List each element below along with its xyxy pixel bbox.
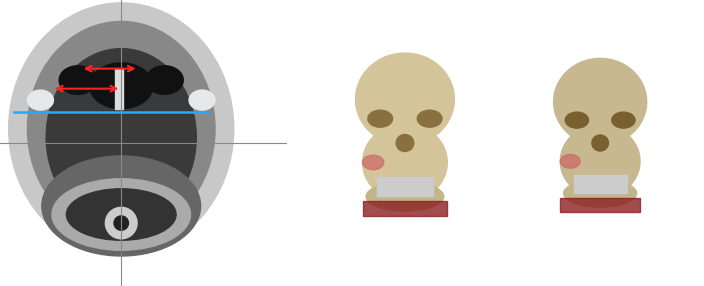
Ellipse shape: [27, 21, 215, 236]
Bar: [377, 177, 433, 196]
Bar: [115, 69, 122, 109]
Bar: [363, 201, 447, 216]
Circle shape: [114, 216, 128, 230]
Ellipse shape: [565, 112, 589, 128]
Ellipse shape: [560, 125, 640, 198]
Text: B: B: [677, 263, 689, 277]
Ellipse shape: [553, 58, 647, 145]
Ellipse shape: [396, 134, 414, 152]
Ellipse shape: [366, 182, 444, 211]
Ellipse shape: [8, 3, 234, 255]
Ellipse shape: [564, 180, 636, 207]
Bar: [574, 175, 627, 193]
Ellipse shape: [66, 189, 176, 240]
Ellipse shape: [59, 66, 96, 94]
Bar: [560, 198, 640, 212]
Ellipse shape: [368, 110, 393, 127]
Ellipse shape: [417, 110, 442, 127]
Ellipse shape: [356, 53, 454, 145]
Ellipse shape: [52, 179, 191, 250]
Circle shape: [106, 207, 137, 239]
Ellipse shape: [363, 155, 384, 170]
Ellipse shape: [189, 90, 215, 110]
Ellipse shape: [42, 156, 201, 256]
Ellipse shape: [363, 124, 447, 201]
Text: A: A: [101, 263, 113, 277]
Ellipse shape: [560, 154, 580, 168]
Ellipse shape: [592, 135, 608, 151]
Ellipse shape: [27, 90, 54, 110]
Ellipse shape: [612, 112, 635, 128]
Ellipse shape: [46, 49, 196, 226]
Ellipse shape: [146, 66, 183, 94]
Ellipse shape: [89, 63, 153, 109]
